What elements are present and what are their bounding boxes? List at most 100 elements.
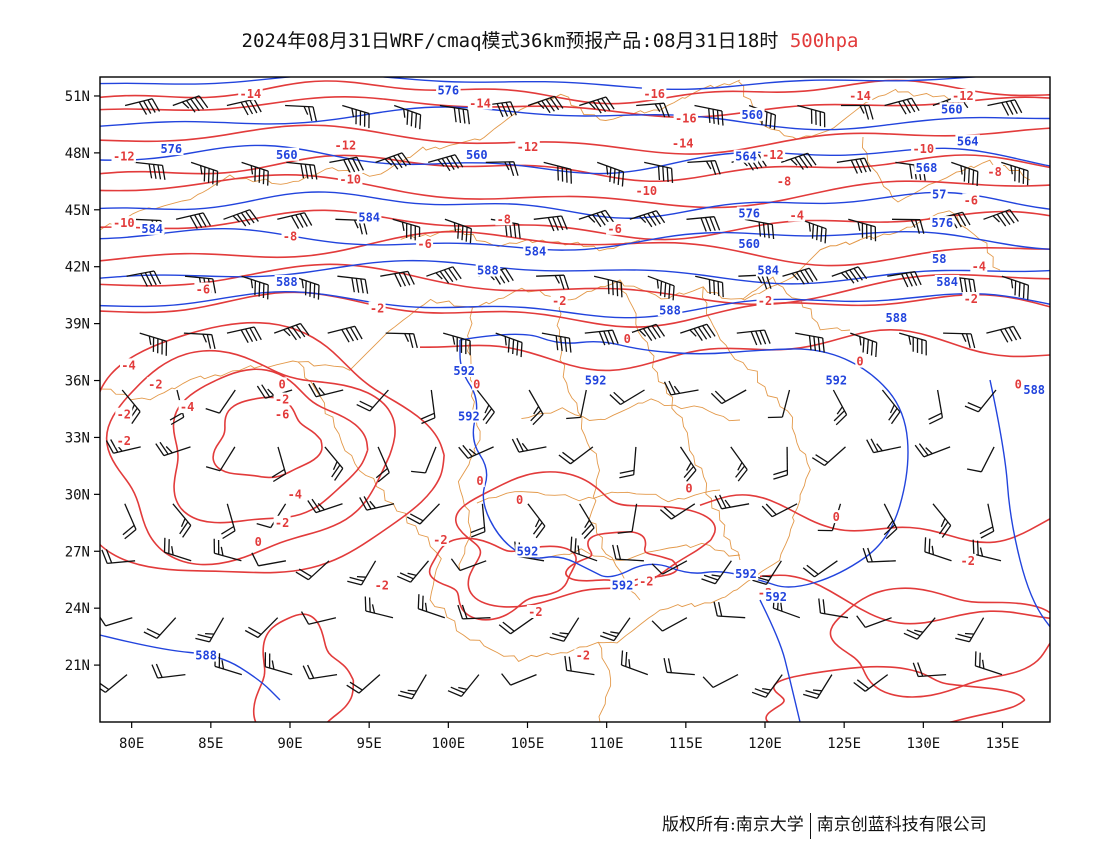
temperature-contour [105, 349, 396, 566]
wind-barb [205, 389, 236, 414]
wind-barb [850, 332, 878, 358]
wind-barb [470, 503, 486, 538]
contour-label: -12 [517, 140, 539, 154]
contour-label-bg [884, 310, 909, 324]
contour-label-bg [637, 574, 655, 588]
contour-label: 0 [1015, 377, 1022, 391]
contour-label: 592 [825, 374, 847, 388]
lon-tick-label: 100E [431, 736, 465, 752]
wind-barb [447, 674, 480, 697]
wind-barb [811, 446, 846, 467]
temperature-contour [829, 587, 1050, 698]
wind-barb [527, 95, 564, 114]
contour-label: -6 [607, 222, 621, 236]
contour-label: 0 [473, 377, 480, 391]
wind-barb [244, 617, 279, 639]
temperature-contour [100, 154, 1050, 183]
contour-label: 592 [612, 578, 634, 592]
temperature-contour [172, 368, 369, 524]
wind-barb [439, 104, 470, 125]
contour-label-bg [962, 193, 980, 207]
wind-barb [663, 657, 695, 676]
contour-label-bg [274, 274, 300, 288]
contour-label: 584 [141, 222, 163, 236]
wind-barb [241, 161, 269, 186]
contour-label-bg [286, 487, 304, 501]
wind-barb [329, 156, 364, 174]
lat-tick-label: 48N [65, 146, 90, 162]
contour-label: 0 [856, 355, 863, 369]
wind-barb [163, 537, 192, 562]
boundary-line [702, 286, 811, 501]
contour-label-bg [431, 532, 449, 546]
wind-barb [966, 446, 995, 473]
contour-label-bg [456, 409, 482, 423]
wind-barb [799, 218, 827, 244]
contour-label-bg [606, 221, 624, 235]
contour-label-bg [515, 140, 540, 154]
wind-barb [818, 598, 849, 619]
contour-label: 588 [659, 303, 681, 317]
contour-label: -2 [375, 578, 389, 592]
wind-barb [558, 446, 594, 465]
wind-barb [914, 443, 951, 458]
contour-label-bg [194, 282, 212, 296]
contour-label-bg [756, 293, 774, 307]
contour-label: -2 [960, 554, 974, 568]
height-contour [759, 599, 801, 722]
lat-tick-label: 21N [65, 658, 90, 674]
wind-barb [836, 157, 872, 174]
contour-label-bg [515, 544, 540, 558]
contour-label: -6 [417, 237, 431, 251]
wind-barb [458, 444, 494, 459]
contour-label: -2 [117, 408, 131, 422]
temperature-contour [699, 494, 1050, 544]
contour-label: 560 [466, 148, 488, 162]
wind-barb [620, 650, 649, 676]
contour-label-bg [273, 392, 291, 406]
wind-barb [380, 270, 415, 288]
wind-barb [853, 674, 889, 692]
wind-barb [593, 275, 623, 298]
contour-label-bg [930, 187, 948, 201]
wind-barb [617, 503, 638, 534]
contour-label: -14 [849, 89, 871, 103]
boundary-line [597, 641, 612, 722]
wind-barb [883, 503, 898, 540]
contour-label: -12 [335, 138, 357, 152]
wind-barb [687, 160, 721, 175]
wind-barb [214, 651, 242, 676]
contour-label: 560 [741, 108, 763, 122]
wind-barb [629, 323, 666, 341]
wind-barb [584, 329, 619, 346]
contour-label-bg [657, 303, 683, 317]
wind-barb [151, 663, 186, 679]
wind-barb [385, 332, 418, 349]
lat-tick-label: 30N [65, 487, 90, 503]
wind-barb [899, 332, 927, 356]
contour-label: -2 [576, 649, 590, 663]
wind-barb [564, 655, 595, 676]
contour-label-bg [934, 274, 960, 288]
wind-barb [347, 560, 377, 586]
wind-barb [195, 617, 225, 643]
credit-separator [809, 812, 811, 839]
title-level: 500hpa [789, 30, 859, 52]
wind-barb [797, 104, 826, 128]
contour-label-bg [962, 292, 980, 305]
wind-barb [912, 662, 947, 678]
lon-tick-label: 125E [827, 736, 861, 752]
temperature-contour [100, 173, 1050, 209]
wind-barb [695, 275, 724, 298]
contour-label-bg [193, 648, 219, 662]
contour-label-bg [140, 221, 165, 235]
wind-barb [599, 617, 631, 642]
contour-label: 58 [932, 252, 946, 266]
contour-label-bg [146, 377, 164, 391]
contour-label: 576 [738, 207, 760, 221]
wind-barb [541, 332, 572, 353]
contour-label: -2 [964, 292, 978, 306]
contour-label: -6 [196, 283, 210, 297]
wind-barb [101, 549, 136, 565]
